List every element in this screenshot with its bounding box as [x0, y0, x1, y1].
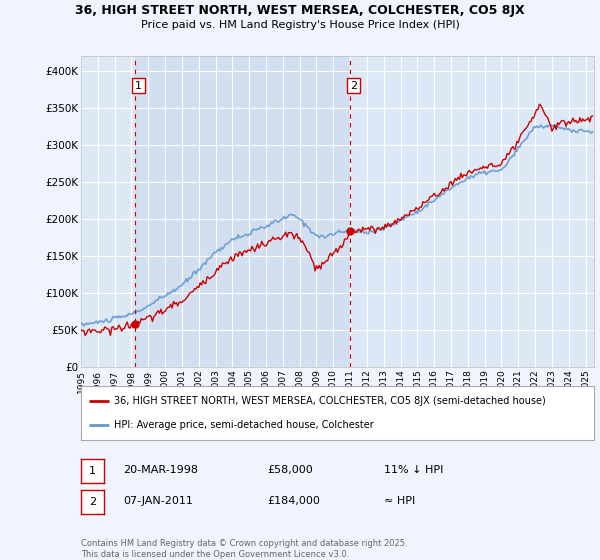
Text: 07-JAN-2011: 07-JAN-2011: [123, 496, 193, 506]
Text: £184,000: £184,000: [267, 496, 320, 506]
Text: 36, HIGH STREET NORTH, WEST MERSEA, COLCHESTER, CO5 8JX (semi-detached house): 36, HIGH STREET NORTH, WEST MERSEA, COLC…: [115, 396, 546, 407]
Text: 2: 2: [350, 81, 358, 91]
Bar: [135, 56, 350, 367]
Text: 1: 1: [135, 81, 142, 91]
Text: 2: 2: [89, 497, 96, 507]
Text: Price paid vs. HM Land Registry's House Price Index (HPI): Price paid vs. HM Land Registry's House …: [140, 20, 460, 30]
Text: HPI: Average price, semi-detached house, Colchester: HPI: Average price, semi-detached house,…: [115, 419, 374, 430]
Text: 20-MAR-1998: 20-MAR-1998: [123, 465, 198, 475]
Text: Contains HM Land Registry data © Crown copyright and database right 2025.
This d: Contains HM Land Registry data © Crown c…: [81, 539, 407, 559]
Text: 36, HIGH STREET NORTH, WEST MERSEA, COLCHESTER, CO5 8JX: 36, HIGH STREET NORTH, WEST MERSEA, COLC…: [75, 4, 525, 17]
Text: 1: 1: [89, 466, 96, 476]
Text: £58,000: £58,000: [267, 465, 313, 475]
Text: 11% ↓ HPI: 11% ↓ HPI: [384, 465, 443, 475]
Text: ≈ HPI: ≈ HPI: [384, 496, 415, 506]
